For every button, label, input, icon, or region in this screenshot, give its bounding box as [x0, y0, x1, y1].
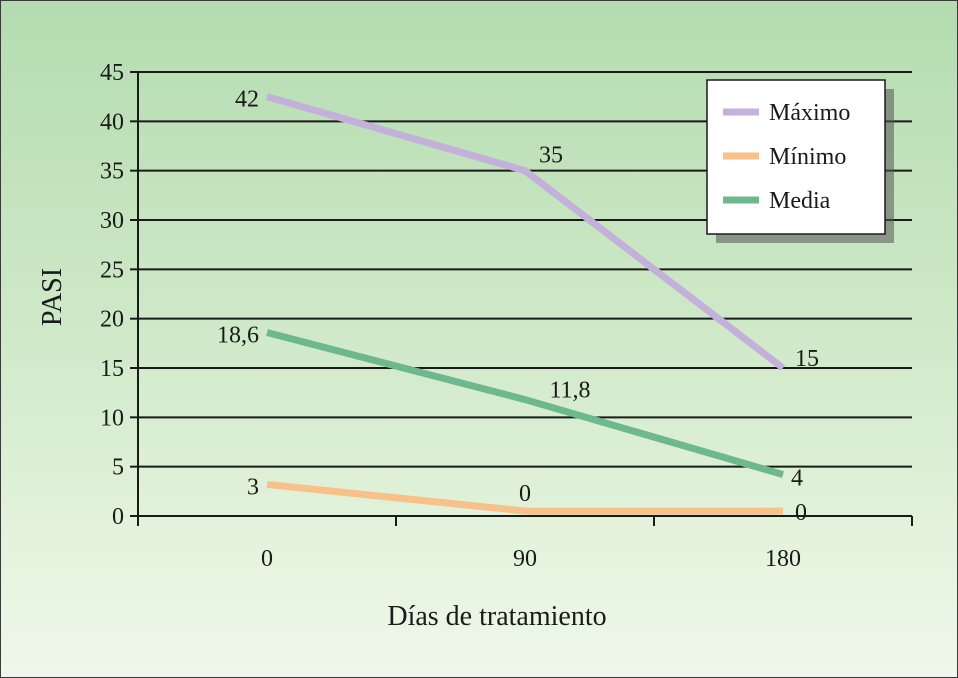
x-tick-label: 180: [765, 546, 801, 572]
label-layer: 42 35 15 3 0 0 18,6 11,8 4: [217, 87, 819, 526]
series-line-minimo: [266, 480, 783, 515]
y-tick-label: 20: [100, 307, 124, 333]
legend-label-minimo: Mínimo: [769, 144, 846, 170]
y-tick-label: 15: [100, 356, 124, 382]
y-tick-label: 5: [112, 455, 124, 481]
y-tick-label: 40: [100, 109, 124, 135]
data-label-media: 18,6: [217, 322, 259, 348]
data-label-maximo: 35: [539, 143, 563, 169]
y-tick-label: 25: [100, 257, 124, 283]
data-label-maximo: 42: [235, 87, 259, 113]
x-tick-label: 0: [261, 546, 273, 572]
grid-layer: [138, 71, 912, 517]
y-axis-title: PASI: [37, 268, 68, 326]
y-tick-label: 10: [100, 405, 124, 431]
y-tick-label: 45: [100, 60, 124, 86]
data-label-media: 4: [791, 466, 803, 492]
data-label-minimo: 0: [519, 481, 531, 507]
data-label-maximo: 15: [795, 346, 819, 372]
data-label-media: 11,8: [549, 378, 590, 404]
legend-label-maximo: Máximo: [769, 100, 850, 126]
data-label-minimo: 0: [795, 500, 807, 526]
x-tick-label: 90: [513, 546, 537, 572]
series-layer: [266, 93, 786, 515]
data-label-minimo: 3: [247, 474, 259, 500]
x-axis-title: Días de tratamiento: [387, 601, 606, 632]
y-tick-label: 35: [100, 159, 124, 185]
legend-label-media: Media: [769, 188, 831, 214]
y-tick-label: 30: [100, 208, 124, 234]
y-tick-label: 0: [112, 504, 124, 530]
series-line-media: [266, 329, 784, 478]
legend: Máximo Mínimo Media: [706, 79, 894, 243]
series-line-maximo: [266, 93, 786, 371]
